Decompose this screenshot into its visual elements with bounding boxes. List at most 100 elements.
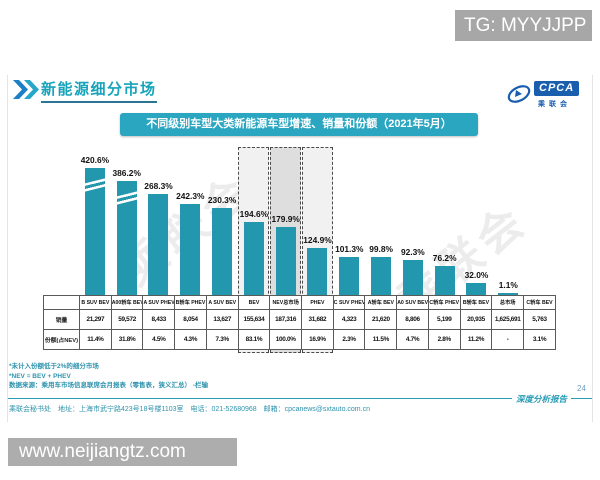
- chart-column: 1.1%: [492, 140, 524, 295]
- chart-column: 101.3%: [333, 140, 365, 295]
- table-cell: 1,625,691: [491, 309, 525, 330]
- chart-column: 242.3%: [174, 140, 206, 295]
- chart-column: 76.2%: [429, 140, 461, 295]
- bar-NEV总市场: [275, 227, 296, 295]
- bar-PHEV: [307, 248, 328, 295]
- table-cell: 2.3%: [332, 329, 366, 350]
- table-cell: -: [491, 329, 525, 350]
- bar-A0 SUV BEV: [402, 260, 423, 295]
- bar-value-label: 101.3%: [335, 243, 364, 254]
- cpca-logo-text: CPCA: [534, 81, 580, 96]
- table-cell: 59,572: [110, 309, 144, 330]
- table-header-cell: B轿车 BEV: [459, 295, 493, 310]
- bar-B SUV BEV: [80, 168, 110, 295]
- cpca-logo-subtext: 乘联会: [538, 101, 571, 108]
- table-header-cell: A SUV BEV: [205, 295, 239, 310]
- table-cell: 155,634: [237, 309, 271, 330]
- table-cell: 8,054: [174, 309, 207, 330]
- bar-value-label: 32.0%: [464, 269, 489, 280]
- axis-break-mark: [80, 178, 110, 194]
- table-cell: 11.2%: [459, 329, 493, 350]
- chart-title-banner: 不同级别车型大类新能源车型增速、销量和份额（2021年5月）: [120, 113, 478, 136]
- contact-info: 乘联会秘书处 地址：上海市武宁路423号18号楼1103室 电话：021-526…: [9, 406, 370, 413]
- table-cell: 21,297: [79, 309, 112, 330]
- chart-column: 179.9%: [270, 140, 302, 295]
- bar-value-label: 1.1%: [498, 280, 518, 290]
- bar-BEV: [243, 221, 264, 295]
- chart-column: [524, 140, 556, 295]
- chart-column: 92.3%: [397, 140, 429, 295]
- table-cell: 3.1%: [523, 329, 556, 350]
- table-cell: 7.3%: [205, 329, 239, 350]
- table-header-cell: 总市场: [491, 295, 525, 310]
- bar-A SUV PHEV: [148, 194, 169, 295]
- table-cell: 31.8%: [110, 329, 144, 350]
- bar-value-label: 420.6%: [80, 155, 110, 166]
- bar-B轿车 PHEV: [180, 203, 201, 295]
- bar-B轿车 BEV: [466, 282, 487, 295]
- table-cell: 8,806: [396, 309, 429, 330]
- bar-value-label: 76.2%: [432, 253, 457, 264]
- table-header-cell: A00轿车 BEV: [110, 295, 144, 310]
- bar-value-label: 179.9%: [271, 214, 300, 225]
- axis-break-mark: [112, 191, 142, 207]
- bar-A00轿车 BEV: [112, 181, 142, 295]
- chart-column: 99.8%: [365, 140, 397, 295]
- bar-A轿车 BEV: [371, 257, 392, 295]
- table-cell: 4.3%: [174, 329, 207, 350]
- table-header-cell: B SUV BEV: [79, 295, 112, 310]
- table-cell: 4.7%: [396, 329, 429, 350]
- cpca-logo: CPCA 乘联会: [506, 79, 590, 111]
- slide-right-edge: [592, 75, 593, 422]
- table-cell: 31,682: [301, 309, 334, 330]
- table-cell: 11.5%: [364, 329, 398, 350]
- table-cell: 5,763: [523, 309, 556, 330]
- bar-C轿车 PHEV: [434, 266, 455, 295]
- table-cell: 5,199: [427, 309, 461, 330]
- table-cell: 16.9%: [301, 329, 334, 350]
- telegram-watermark-box: TG: MYYJJPP: [455, 10, 592, 41]
- table-row-label: [43, 295, 80, 310]
- table-header-cell: A SUV PHEV: [142, 295, 176, 310]
- bar-chart: 420.6% 386.2% 268.3% 242.3% 230.3% 194.6% 179.…: [79, 140, 556, 295]
- chart-column: 268.3%: [143, 140, 175, 295]
- table-cell: 2.8%: [427, 329, 461, 350]
- slide-left-edge: [7, 75, 8, 422]
- footnote-line: 数据来源：乘用车市场信息联席会月报表（零售表，狭义汇总） -栏输: [9, 382, 208, 389]
- footer-divider: [8, 398, 592, 399]
- table-cell: 4,323: [332, 309, 366, 330]
- table-header-cell: PHEV: [301, 295, 334, 310]
- page-number: 24: [577, 384, 586, 393]
- table-cell: 13,627: [205, 309, 239, 330]
- table-header-cell: B轿车 PHEV: [174, 295, 207, 310]
- chart-column: 124.9%: [302, 140, 334, 295]
- bar-value-label: 242.3%: [176, 190, 205, 201]
- table-header-cell: A0 SUV BEV: [396, 295, 429, 310]
- bar-value-label: 92.3%: [400, 247, 425, 258]
- chart-column: 194.6%: [238, 140, 270, 295]
- footnotes: *未计入份额低于2%的细分市场 *NEV = BEV + PHEV 数据来源：乘…: [9, 362, 208, 391]
- chart-column: 386.2%: [111, 140, 143, 295]
- table-row-label: 销量: [43, 309, 80, 330]
- footnote-line: *NEV = BEV + PHEV: [9, 372, 71, 380]
- table-cell: 8,433: [142, 309, 176, 330]
- table-row-label: 份额(占NEV): [43, 329, 80, 350]
- section-title: 新能源细分市场: [41, 78, 157, 103]
- chevron-right-icon: [13, 80, 39, 99]
- table-cell: 20,935: [459, 309, 493, 330]
- chart-column: 420.6%: [79, 140, 111, 295]
- bar-总市场: [498, 293, 519, 295]
- table-header-cell: C轿车 PHEV: [427, 295, 461, 310]
- bar-value-label: 194.6%: [239, 208, 269, 219]
- table-cell: 21,620: [364, 309, 398, 330]
- table-header-cell: BEV: [237, 295, 271, 310]
- bar-C SUV PHEV: [339, 256, 360, 295]
- table-cell: 4.5%: [142, 329, 176, 350]
- table-cell: 83.1%: [237, 329, 271, 350]
- bar-value-label: 230.3%: [207, 195, 237, 206]
- table-header-cell: NEV总市场: [269, 295, 303, 310]
- footnote-line: *未计入份额低于2%的细分市场: [9, 363, 99, 370]
- table-cell: 187,316: [269, 309, 303, 330]
- data-table: B SUV BEV A00轿车 BEV A SUV PHEV B轿车 PHEV A SU…: [43, 295, 556, 350]
